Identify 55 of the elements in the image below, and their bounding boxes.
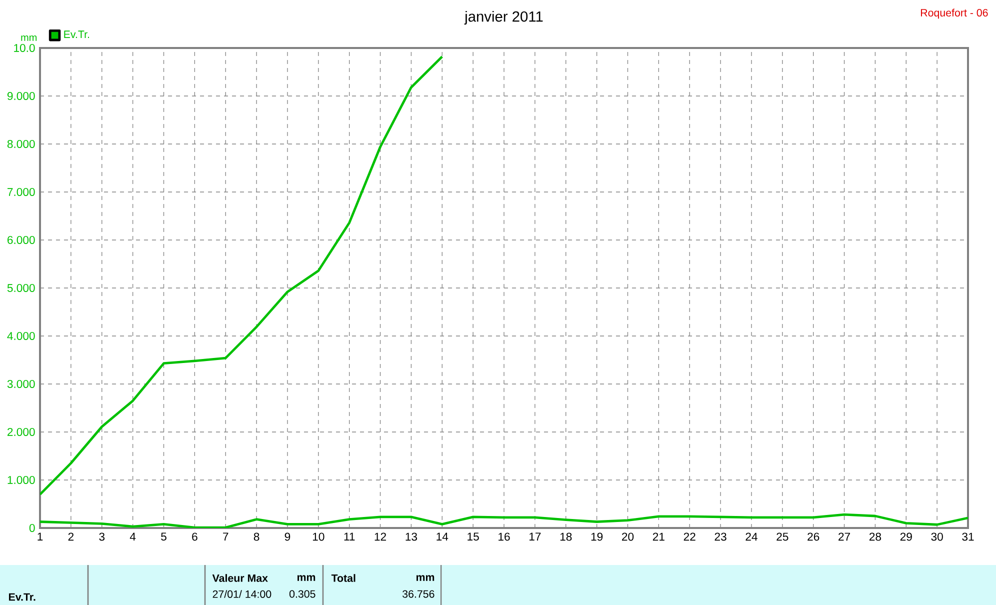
x-tick-label: 30	[931, 532, 943, 541]
x-tick-label: 7	[223, 532, 228, 540]
x-tick-label: 28	[869, 532, 882, 541]
y-tick-label: 4.000	[7, 332, 35, 340]
text: mm	[297, 575, 316, 581]
x-tick-label: 14	[436, 532, 448, 540]
x-tick-label: 31	[962, 532, 974, 541]
x-tick-label: 1	[38, 532, 43, 540]
x-tick-label: 19	[591, 532, 603, 541]
y-tick-label: 6.000	[8, 236, 35, 244]
text: 27/01/ 14:00	[212, 590, 272, 598]
x-tick-label: 9	[284, 532, 290, 541]
x-tick-label: 12	[374, 532, 386, 541]
x-tick-label: 8	[254, 532, 260, 541]
x-tick-label: 11	[344, 532, 355, 540]
x-tick-label: 10	[312, 532, 324, 541]
y-tick-label: 2.000	[8, 428, 35, 436]
x-tick-label: 5	[161, 532, 166, 541]
y-tick-label: 5.000	[7, 284, 35, 292]
text: mm	[416, 575, 434, 581]
legend-label: Ev.Tr.	[64, 30, 90, 38]
y-tick-label: 9.000	[7, 92, 35, 100]
text: Roquefort - 06	[920, 8, 988, 19]
x-tick-label: 26	[808, 532, 820, 541]
text: Ev.Tr.	[8, 593, 36, 601]
x-tick-label: 22	[684, 532, 696, 541]
y-tick-label: 0	[29, 524, 35, 532]
x-tick-label: 25	[776, 532, 788, 541]
x-tick-label: 20	[622, 532, 634, 541]
x-tick-label: 24	[746, 532, 758, 541]
x-tick-label: 6	[192, 532, 198, 541]
x-tick-label: 16	[498, 532, 510, 541]
y-tick-label: 8.000	[7, 140, 35, 148]
y-tick-label: 3.000	[7, 380, 35, 388]
x-tick-label: 29	[900, 532, 912, 541]
x-tick-label: 3	[99, 532, 105, 541]
y-tick-label: 10.0	[14, 44, 35, 52]
text: Valeur Max	[212, 574, 268, 582]
x-tick-label: 23	[714, 532, 726, 541]
y-axis-title: mm	[21, 36, 37, 41]
x-tick-label: 15	[468, 532, 479, 541]
x-tick-label: 27	[838, 532, 850, 541]
text: 36.756	[402, 590, 434, 598]
y-tick-label: 1.000	[8, 476, 35, 484]
text: 0.305	[289, 590, 316, 598]
text: Total	[331, 574, 356, 582]
x-tick-label: 17	[529, 532, 541, 540]
x-tick-label: 2	[68, 532, 74, 541]
x-tick-label: 18	[560, 532, 572, 541]
x-tick-label: 13	[406, 532, 418, 541]
chart-title: janvier 2011	[464, 10, 543, 25]
y-tick-label: 7.000	[8, 188, 35, 196]
x-tick-label: 4	[130, 532, 136, 540]
x-tick-label: 21	[652, 532, 664, 541]
line-series	[40, 55, 444, 496]
